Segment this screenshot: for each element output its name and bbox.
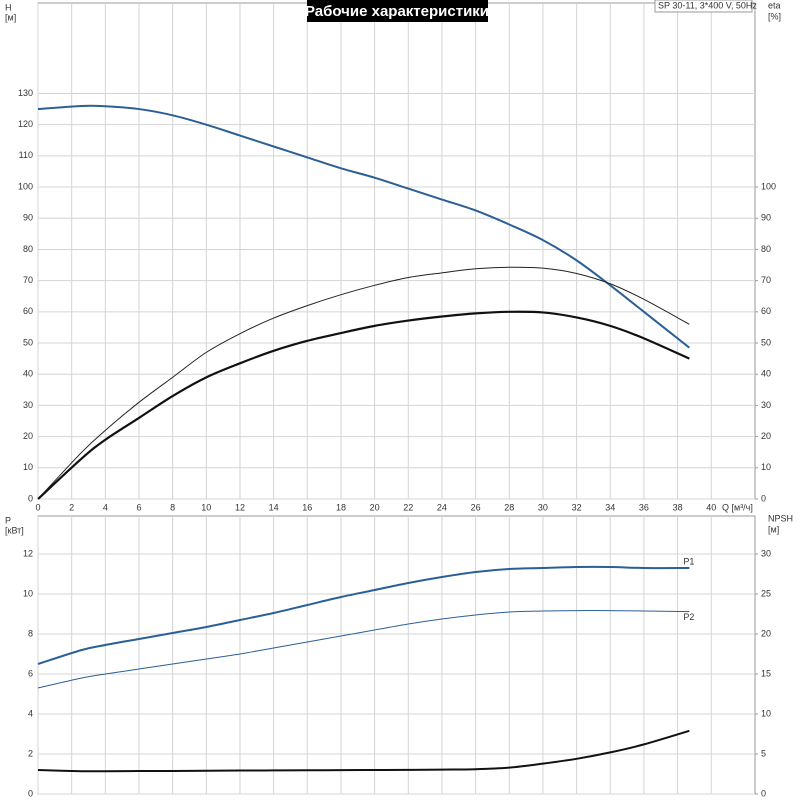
chart-title: Рабочие характеристики (305, 3, 489, 20)
y-tick-label: 130 (18, 88, 33, 98)
x-tick-label: 28 (504, 502, 514, 512)
y-axis-label: H (5, 2, 12, 12)
curve-label: P1 (683, 556, 694, 566)
y-tick-label: 10 (23, 588, 33, 598)
curve (37, 266, 690, 500)
x-tick-label: 40 (706, 502, 716, 512)
x-tick-label: 6 (136, 502, 141, 512)
y2-tick-label: 10 (761, 708, 771, 718)
x-axis-label: Q [м³/ч] (722, 502, 753, 512)
x-tick-label: 18 (336, 502, 346, 512)
x-tick-label: 14 (269, 502, 279, 512)
y-tick-label: 50 (23, 337, 33, 347)
y2-axis-unit: [%] (768, 11, 781, 21)
y2-tick-label: 90 (761, 213, 771, 223)
x-tick-label: 0 (35, 502, 40, 512)
y-tick-label: 12 (23, 548, 33, 558)
y-tick-label: 4 (28, 708, 33, 718)
y2-tick-label: 25 (761, 588, 771, 598)
y2-tick-label: 80 (761, 244, 771, 254)
y-tick-label: 80 (23, 244, 33, 254)
curve (37, 729, 690, 773)
y2-tick-label: 10 (761, 462, 771, 472)
y2-axis-label: eta (768, 0, 781, 10)
x-tick-label: 2 (69, 502, 74, 512)
y-tick-label: 100 (18, 181, 33, 191)
x-tick-label: 26 (471, 502, 481, 512)
x-tick-label: 32 (572, 502, 582, 512)
y-tick-label: 6 (28, 668, 33, 678)
x-tick-label: 16 (302, 502, 312, 512)
curve (37, 610, 690, 689)
y-tick-label: 0 (28, 788, 33, 798)
curve (37, 104, 690, 349)
y-axis-label: P (5, 515, 11, 525)
x-tick-label: 36 (639, 502, 649, 512)
y2-tick-label: 60 (761, 306, 771, 316)
y-tick-label: 70 (23, 275, 33, 285)
y2-tick-label: 100 (761, 181, 776, 191)
y2-axis-unit: [м] (768, 524, 779, 534)
y2-tick-label: 20 (761, 628, 771, 638)
y-tick-label: 30 (23, 400, 33, 410)
y-tick-label: 2 (28, 748, 33, 758)
y-tick-label: 60 (23, 306, 33, 316)
y2-tick-label: 30 (761, 548, 771, 558)
y-tick-label: 90 (23, 213, 33, 223)
info-text: SP 30-11, 3*400 V, 50Hz (658, 0, 757, 10)
y2-tick-label: 5 (761, 748, 766, 758)
y2-axis-label: NPSH (768, 513, 793, 523)
x-tick-label: 10 (201, 502, 211, 512)
curve (37, 565, 690, 665)
x-tick-label: 12 (235, 502, 245, 512)
y2-tick-label: 0 (761, 788, 766, 798)
y-tick-label: 10 (23, 462, 33, 472)
curve-label: P2 (683, 612, 694, 622)
y2-tick-label: 15 (761, 668, 771, 678)
y-tick-label: 0 (28, 493, 33, 503)
y2-tick-label: 50 (761, 337, 771, 347)
x-tick-label: 38 (673, 502, 683, 512)
y-tick-label: 120 (18, 119, 33, 129)
y2-tick-label: 20 (761, 431, 771, 441)
y-tick-label: 40 (23, 369, 33, 379)
y-axis-unit: [м] (5, 12, 16, 22)
x-tick-label: 24 (437, 502, 447, 512)
x-tick-label: 22 (403, 502, 413, 512)
y2-tick-label: 30 (761, 400, 771, 410)
y-tick-label: 110 (19, 150, 33, 160)
curve (37, 310, 690, 500)
y2-tick-label: 70 (761, 275, 771, 285)
info-box (654, 0, 753, 13)
title-box (307, 0, 488, 22)
y2-tick-label: 0 (761, 493, 766, 503)
y2-tick-label: 40 (761, 369, 771, 379)
x-tick-label: 34 (605, 502, 615, 512)
y-tick-label: 8 (28, 628, 33, 638)
x-tick-label: 20 (370, 502, 380, 512)
y-tick-label: 20 (23, 431, 33, 441)
x-tick-label: 8 (170, 502, 175, 512)
x-tick-label: 30 (538, 502, 548, 512)
x-tick-label: 4 (103, 502, 108, 512)
y-axis-unit: [кВт] (5, 525, 24, 535)
